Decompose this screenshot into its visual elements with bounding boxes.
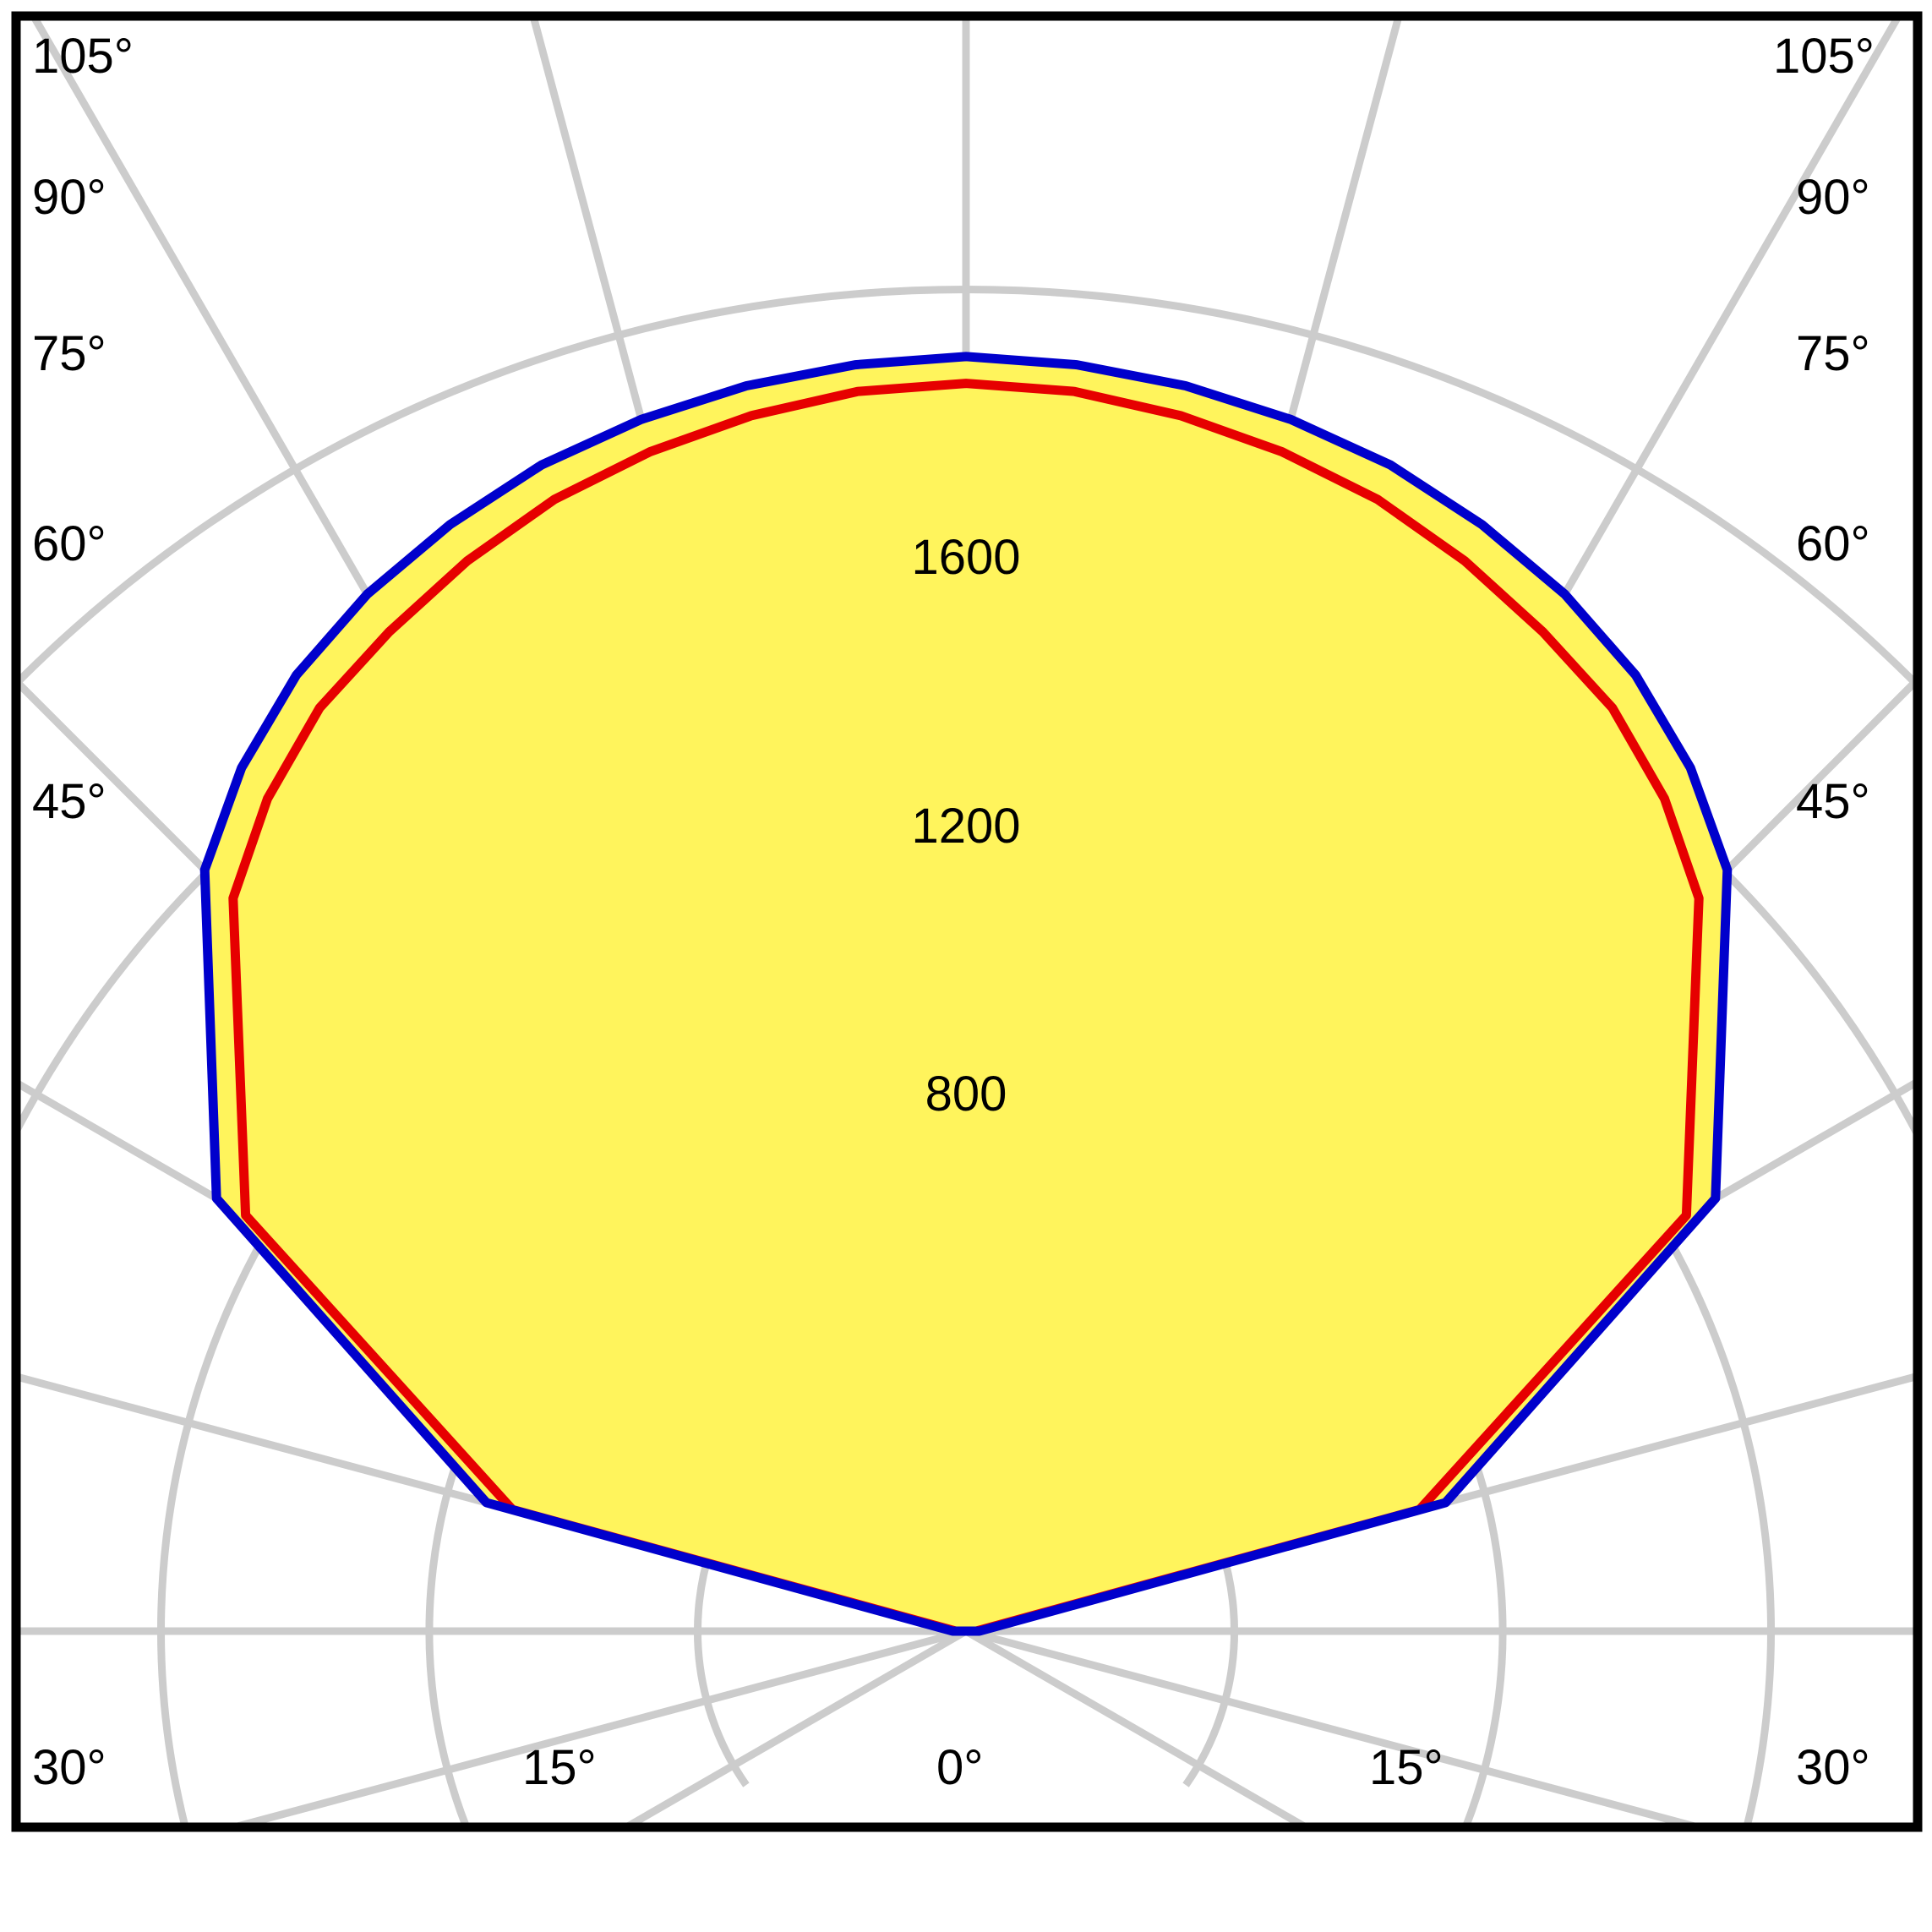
angle-label-left-0deg: 0° (936, 1740, 984, 1795)
angle-label-left-15deg: 15° (522, 1740, 597, 1795)
plot-border (11, 11, 1923, 1832)
angle-label-left-60deg: 60° (32, 516, 106, 571)
radial-label-1600: 1600 (904, 533, 1028, 582)
angle-label-right-45deg: 45° (1796, 774, 1870, 829)
curve-c90-c270 (199, 352, 1733, 1636)
distribution-fill (205, 356, 1727, 1631)
radial-label-1200: 1200 (904, 801, 1028, 851)
angle-label-right-105deg: 105° (1773, 29, 1875, 84)
angle-label-right-15deg: 15° (1369, 1740, 1444, 1795)
angle-label-left-75deg: 75° (32, 326, 106, 381)
grid-spoke-120 (963, 1628, 1313, 1827)
radial-label-800: 800 (918, 1070, 1014, 1119)
angle-label-right-60deg: 60° (1796, 516, 1870, 571)
distribution-curves (199, 352, 1733, 1636)
angle-label-right-75deg: 75° (1796, 326, 1870, 381)
angle-label-left-90deg: 90° (32, 170, 106, 225)
angle-label-right-90deg: 90° (1796, 170, 1870, 225)
grid-spoke--120 (619, 1628, 969, 1827)
distribution-area (205, 356, 1727, 1631)
grid-spoke--105 (219, 1627, 968, 1827)
curve-c0-c180 (228, 379, 1704, 1636)
grid-spoke-105 (964, 1627, 1713, 1827)
angle-label-left-30deg: 30° (32, 1740, 106, 1795)
angle-label-left-45deg: 45° (32, 774, 106, 829)
angle-label-left-105deg: 105° (32, 29, 134, 84)
angle-label-right-30deg: 30° (1796, 1740, 1870, 1795)
